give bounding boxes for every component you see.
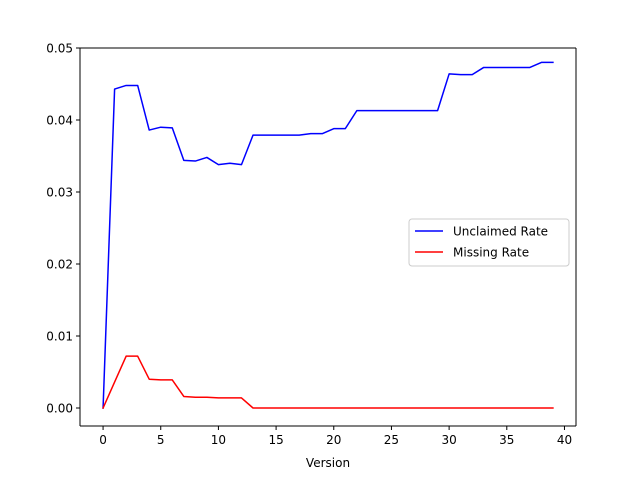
series-line-missing-rate xyxy=(102,355,554,409)
axes-layer xyxy=(79,47,577,427)
x-axis-ticks: 0 5 10 15 20 25 30 35 40 xyxy=(99,426,572,447)
x-tick-label: 40 xyxy=(557,433,572,447)
x-axis-label: Version xyxy=(306,456,350,470)
legend: Unclaimed Rate Missing Rate xyxy=(408,218,570,267)
series-layer xyxy=(102,61,554,409)
x-tick-label: 0 xyxy=(99,433,107,447)
x-tick-label: 35 xyxy=(499,433,514,447)
x-tick-label: 20 xyxy=(326,433,341,447)
legend-label-unclaimed-rate: Unclaimed Rate xyxy=(453,225,548,239)
y-tick-label: 0.04 xyxy=(46,114,73,128)
series-line-unclaimed-rate xyxy=(102,61,554,409)
y-axis-ticks: 0.00 0.01 0.02 0.03 0.04 0.05 xyxy=(46,42,80,416)
x-tick-label: 5 xyxy=(157,433,165,447)
legend-label-missing-rate: Missing Rate xyxy=(453,246,529,260)
y-tick-label: 0.02 xyxy=(46,258,73,272)
x-tick-label: 15 xyxy=(268,433,283,447)
x-tick-label: 10 xyxy=(211,433,226,447)
x-tick-label: 25 xyxy=(384,433,399,447)
y-tick-label: 0.05 xyxy=(46,42,73,56)
x-tick-label: 30 xyxy=(441,433,456,447)
y-tick-label: 0.03 xyxy=(46,186,73,200)
y-tick-label: 0.01 xyxy=(46,330,73,344)
y-tick-label: 0.00 xyxy=(46,402,73,416)
legend-box xyxy=(408,218,570,267)
